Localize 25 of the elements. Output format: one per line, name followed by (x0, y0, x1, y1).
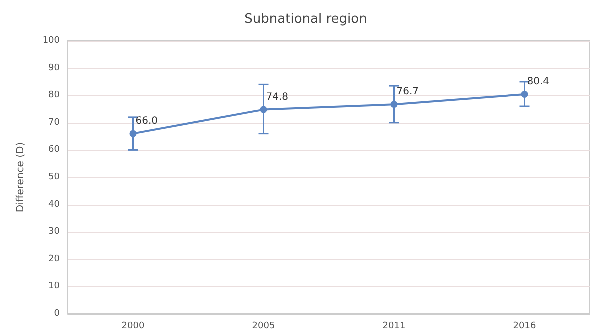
point (390, 101, 398, 108)
y-tick-label: 100 (42, 36, 60, 46)
y-tick-label: 30 (48, 227, 60, 238)
y-tick-label: 80 (48, 90, 60, 101)
data-label: 66.0 (136, 116, 158, 127)
y-tick-label: 70 (48, 118, 60, 128)
y-tick-label: 60 (48, 145, 60, 156)
x-tick-label: 2016 (513, 322, 536, 332)
y-tick-label: 50 (48, 172, 60, 182)
y-tick-label: 10 (48, 282, 60, 292)
chart-title: Subnational region (244, 12, 368, 27)
data-label: 80.4 (527, 76, 550, 88)
x-tick-label: 2005 (252, 322, 276, 332)
point (260, 106, 268, 114)
y-axis-title: Difference (D) (16, 142, 26, 213)
y-tick-label: 0 (54, 309, 60, 319)
x-tick-label: 2011 (382, 322, 406, 332)
x-tick-label: 2000 (122, 322, 145, 332)
data-label: 74.8 (266, 92, 289, 103)
y-tick-label: 40 (48, 200, 60, 210)
point (130, 130, 137, 138)
y-tick-label: 20 (48, 254, 60, 264)
y-tick-label: 90 (48, 63, 60, 74)
data-label: 76.7 (396, 86, 420, 98)
point (521, 91, 528, 98)
